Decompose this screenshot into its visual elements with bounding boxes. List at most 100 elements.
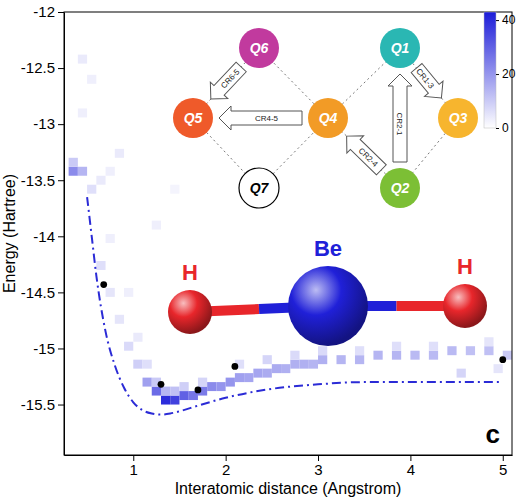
heatmap-cell	[133, 333, 142, 342]
heatmap-cell	[96, 176, 105, 185]
tick: -12.5	[21, 59, 64, 76]
data-point	[232, 363, 239, 370]
x-axis-title: Interatomic distance (Angstrom)	[175, 480, 402, 497]
tick-label: 4	[407, 461, 415, 478]
tick: 40	[496, 13, 516, 27]
tick-mark	[58, 292, 64, 293]
atom	[288, 266, 368, 346]
tick: 4	[407, 455, 415, 478]
tick-label: -12.5	[21, 59, 55, 76]
heatmap-cell	[235, 373, 244, 382]
heatmap-cell	[290, 351, 299, 360]
heatmap-cell	[170, 387, 179, 396]
y-axis-title: Energy (Hartree)	[1, 174, 18, 293]
arrow-shape	[202, 59, 250, 108]
heatmap	[69, 55, 512, 405]
heatmap-cell	[179, 391, 188, 400]
heatmap-cell	[318, 355, 327, 364]
heatmap-cell	[457, 369, 466, 378]
tick-label: 2	[222, 461, 230, 478]
arrow-label: CR2-4	[357, 146, 380, 169]
heatmap-cell	[69, 167, 78, 176]
tick-label: 5	[499, 461, 507, 478]
heatmap-cell	[392, 351, 401, 360]
tick: -13.5	[21, 172, 64, 189]
tick-label: -15	[33, 340, 55, 357]
heatmap-cell	[244, 373, 253, 382]
heatmap-cell	[179, 382, 188, 391]
state-node	[239, 168, 279, 208]
tick: -14.5	[21, 284, 64, 301]
heatmap-cell	[263, 355, 272, 364]
tick-mark	[58, 236, 64, 237]
heatmap-cell	[124, 288, 133, 297]
heatmap-cell	[318, 346, 327, 355]
heatmap-cell	[106, 167, 115, 176]
state-node	[438, 98, 478, 138]
heatmap-cell	[429, 342, 438, 351]
transition-arrow	[407, 60, 450, 105]
x-axis: 1 2 3 4 5	[65, 455, 513, 478]
state-diagram: CR6-5CR1-3CR4-5CR2-1CR2-4Q1Q2Q3Q4Q5Q6Q7	[173, 28, 478, 208]
colorbar-gradient	[484, 12, 496, 128]
heatmap-cell	[115, 315, 124, 324]
heatmap-cell	[466, 346, 475, 355]
data-point	[195, 387, 202, 394]
tick-mark	[58, 405, 64, 406]
tick-mark	[58, 124, 64, 125]
heatmap-cell	[484, 337, 493, 346]
heatmap-cell	[124, 342, 133, 351]
state-node	[380, 28, 420, 68]
tick: 20	[496, 67, 516, 81]
tick-mark	[496, 20, 499, 21]
state-node	[173, 98, 213, 138]
state-label: Q1	[391, 40, 410, 56]
tick: 5	[499, 455, 507, 478]
arrow-label: CR1-3	[414, 67, 436, 91]
heatmap-cell	[484, 346, 493, 355]
heatmap-cell	[494, 364, 503, 373]
heatmap-cell	[87, 75, 96, 84]
molecule: HBeH	[168, 236, 487, 346]
tick-label: -14.5	[21, 284, 55, 301]
heatmap-cell	[115, 149, 124, 158]
tick-mark	[496, 74, 499, 75]
tick: -15.5	[21, 396, 64, 413]
heatmap-cell	[281, 364, 290, 373]
state-label: Q5	[184, 110, 203, 126]
state-label: Q7	[250, 180, 270, 196]
heatmap-cell	[410, 351, 419, 360]
tick-mark	[58, 68, 64, 69]
heatmap-cell	[253, 369, 262, 378]
tick-label: -13	[33, 115, 55, 132]
tick: 1	[130, 455, 138, 478]
arrow-label: CR2-1	[395, 112, 404, 136]
tick-label: -13.5	[21, 172, 55, 189]
plot-background	[64, 12, 512, 455]
arrow-shape	[407, 60, 450, 105]
tick-label: -15.5	[21, 396, 55, 413]
heatmap-cell	[152, 387, 161, 396]
state-label: Q6	[250, 40, 269, 56]
transition-arrow	[219, 106, 302, 130]
energy-curve	[87, 197, 503, 415]
heatmap-cell	[78, 108, 87, 117]
tick-label: -14	[33, 228, 55, 245]
tick: 3	[314, 455, 322, 478]
tick: -14	[33, 228, 64, 245]
heatmap-cell	[309, 360, 318, 369]
heatmap-cell	[198, 378, 207, 387]
tick: -15	[33, 340, 64, 357]
atom-label: Be	[314, 236, 342, 261]
heatmap-cell	[170, 396, 179, 405]
data-point	[158, 381, 165, 388]
state-node	[308, 98, 348, 138]
heatmap-cell	[143, 360, 152, 369]
heatmap-cell	[96, 261, 105, 270]
y-axis-line	[64, 13, 65, 456]
heatmap-cell	[373, 351, 382, 360]
atom	[168, 290, 212, 334]
tick: -13	[33, 115, 64, 132]
heatmap-cell	[355, 355, 364, 364]
transition-arrow	[388, 74, 412, 162]
